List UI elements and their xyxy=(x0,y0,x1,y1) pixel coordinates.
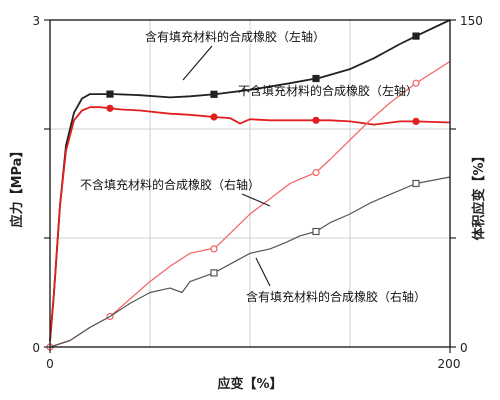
y-right-axis-title: 体积应变【%】 xyxy=(471,149,487,240)
y-right-tick-top: 150 xyxy=(460,14,483,28)
series-3 xyxy=(46,60,451,351)
series-2-marker-4 xyxy=(412,117,420,126)
series-1-marker-4 xyxy=(412,32,420,40)
x-tick-right: 200 xyxy=(438,357,461,371)
plot-frame xyxy=(44,19,456,353)
series-4-line xyxy=(49,176,451,348)
series-2 xyxy=(49,104,451,342)
series-4-marker-2 xyxy=(312,227,320,236)
annotation-filled-left: 含有填充材料的合成橡胶（左轴） xyxy=(145,29,325,44)
annotation-leader-filled-right xyxy=(255,257,271,287)
series-group xyxy=(46,19,451,351)
series-3-marker-3 xyxy=(210,245,218,253)
y-right-tick-bottom: 0 xyxy=(460,341,468,355)
series-2-marker-3 xyxy=(312,116,320,124)
series-3-marker-5 xyxy=(412,79,420,87)
series-1-marker-3 xyxy=(312,74,320,83)
x-tick-left: 0 xyxy=(46,357,54,371)
annotations: 含有填充材料的合成橡胶（左轴） 不含填充材料的合成橡胶（左轴） 不含填充材料的合… xyxy=(80,29,426,304)
y-left-tick-top: 3 xyxy=(32,14,40,28)
series-2-marker-1 xyxy=(106,104,114,112)
series-1-marker-1 xyxy=(106,90,114,98)
series-1-marker-2 xyxy=(210,90,218,98)
annotation-unfilled-right: 不含填充材料的合成橡胶（右轴） xyxy=(80,177,260,192)
annotation-filled-right: 含有填充材料的合成橡胶（右轴） xyxy=(246,289,426,304)
series-2-marker-2 xyxy=(210,113,218,121)
series-1-line xyxy=(49,19,451,342)
y-left-tick-bottom: 0 xyxy=(32,341,40,355)
series-1 xyxy=(49,19,451,342)
x-axis-title: 应变【%】 xyxy=(217,376,282,392)
annotation-leader-filled-left xyxy=(182,45,213,81)
axis-labels: 3 0 150 0 0 200 应变【%】 应力【MPa】 体积应变【%】 xyxy=(9,14,487,392)
series-4-marker-3 xyxy=(412,179,420,188)
annotation-leader-unfilled-right xyxy=(241,193,271,207)
y-left-axis-title: 应力【MPa】 xyxy=(9,145,25,228)
plot-border xyxy=(49,19,451,348)
series-3-line xyxy=(49,60,451,348)
series-4 xyxy=(49,176,451,348)
annotation-unfilled-left: 不含填充材料的合成橡胶（左轴） xyxy=(238,83,418,98)
series-3-marker-4 xyxy=(312,169,320,177)
series-4-marker-1 xyxy=(210,269,218,277)
